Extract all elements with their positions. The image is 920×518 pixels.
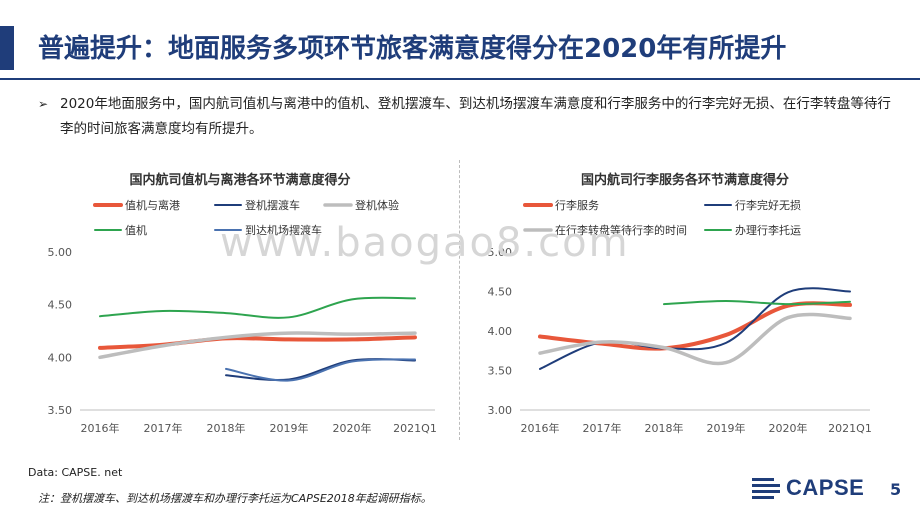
y-tick-label: 4.00 bbox=[48, 351, 73, 364]
legend-item: 登机体验 bbox=[323, 198, 399, 212]
capse-logo: CAPSE bbox=[752, 474, 882, 504]
chart-divider bbox=[459, 160, 460, 440]
series-line bbox=[99, 296, 416, 319]
title-accent-bar bbox=[0, 26, 14, 70]
x-tick-label: 2021Q1 bbox=[393, 422, 437, 435]
y-tick-label: 3.50 bbox=[488, 365, 513, 378]
y-tick-label: 5.00 bbox=[488, 246, 513, 259]
watermark: www.baogao8.com bbox=[220, 220, 630, 266]
legend-item: 办理行李托运 bbox=[704, 223, 801, 237]
y-tick-label: 4.50 bbox=[48, 299, 73, 312]
x-tick-label: 2018年 bbox=[645, 421, 684, 435]
page-title: 普遍提升：地面服务多项环节旅客满意度得分在2020年有所提升 bbox=[38, 34, 787, 64]
series-line bbox=[663, 299, 851, 306]
bullet-arrow-icon: ➢ bbox=[38, 97, 49, 111]
legend-label: 到达机场摆渡车 bbox=[245, 223, 322, 237]
x-tick-label: 2017年 bbox=[144, 421, 183, 435]
title-divider bbox=[0, 78, 920, 80]
series-line bbox=[225, 358, 416, 382]
legend-item: 值机与离港 bbox=[93, 198, 180, 212]
bullet-point: ➢ 2020年地面服务中，国内航司值机与离港中的值机、登机摆渡车、到达机场摆渡车… bbox=[38, 92, 898, 142]
y-tick-label: 3.50 bbox=[48, 404, 73, 417]
legend-label: 行李完好无损 bbox=[735, 198, 801, 212]
x-tick-label: 2021Q1 bbox=[828, 422, 872, 435]
legend-label: 登机摆渡车 bbox=[245, 198, 300, 212]
x-tick-label: 2018年 bbox=[207, 421, 246, 435]
legend-item: 在行李转盘等待行李的时间 bbox=[523, 223, 687, 237]
legend-label: 行李服务 bbox=[555, 198, 599, 212]
bullet-text: 2020年地面服务中，国内航司值机与离港中的值机、登机摆渡车、到达机场摆渡车满意… bbox=[60, 96, 891, 137]
legend-item: 行李服务 bbox=[523, 198, 599, 212]
y-tick-label: 5.00 bbox=[48, 246, 73, 259]
page-number: 5 bbox=[890, 480, 902, 499]
x-tick-label: 2020年 bbox=[769, 421, 808, 435]
baggage-service-chart: 国内航司行李服务各环节满意度得分行李服务 行李完好无损在行李转盘等待行李的时间 办理… bbox=[465, 160, 905, 450]
x-tick-label: 2019年 bbox=[707, 421, 746, 435]
series-line bbox=[98, 335, 417, 350]
legend-item: 值机 bbox=[94, 223, 147, 237]
capse-logo-text: CAPSE bbox=[786, 475, 865, 500]
legend-item: 登机摆渡车 bbox=[214, 198, 300, 212]
legend-label: 在行李转盘等待行李的时间 bbox=[555, 223, 687, 237]
legend-label: 值机与离港 bbox=[125, 198, 180, 212]
y-tick-label: 4.50 bbox=[488, 286, 513, 299]
footnote: 注：登机摆渡车、到达机场摆渡车和办理行李托运为CAPSE2018年起调研指标。 bbox=[38, 492, 432, 505]
legend-label: 值机 bbox=[125, 223, 147, 237]
legend-item: 到达机场摆渡车 bbox=[214, 223, 322, 237]
series-line bbox=[538, 301, 852, 351]
x-tick-label: 2016年 bbox=[521, 421, 560, 435]
legend-label: 办理行李托运 bbox=[735, 223, 801, 237]
chart-title: 国内航司值机与离港各环节满意度得分 bbox=[129, 172, 350, 188]
legend-item: 行李完好无损 bbox=[704, 198, 801, 212]
capse-logo-icon bbox=[752, 478, 782, 500]
x-tick-label: 2019年 bbox=[270, 421, 309, 435]
x-tick-label: 2016年 bbox=[81, 421, 120, 435]
checkin-departure-chart: 国内航司值机与离港各环节满意度得分值机与离港 登机摆渡车 登机体验值机 到达机场摆渡车… bbox=[20, 160, 460, 450]
legend-label: 登机体验 bbox=[355, 198, 399, 212]
x-tick-label: 2020年 bbox=[333, 421, 372, 435]
data-source: Data: CAPSE. net bbox=[28, 466, 123, 479]
series-line bbox=[538, 312, 852, 366]
x-tick-label: 2017年 bbox=[583, 421, 622, 435]
chart-title: 国内航司行李服务各环节满意度得分 bbox=[581, 172, 789, 188]
y-tick-label: 3.00 bbox=[488, 404, 513, 417]
y-tick-label: 4.00 bbox=[488, 325, 513, 338]
series-line bbox=[98, 331, 417, 360]
